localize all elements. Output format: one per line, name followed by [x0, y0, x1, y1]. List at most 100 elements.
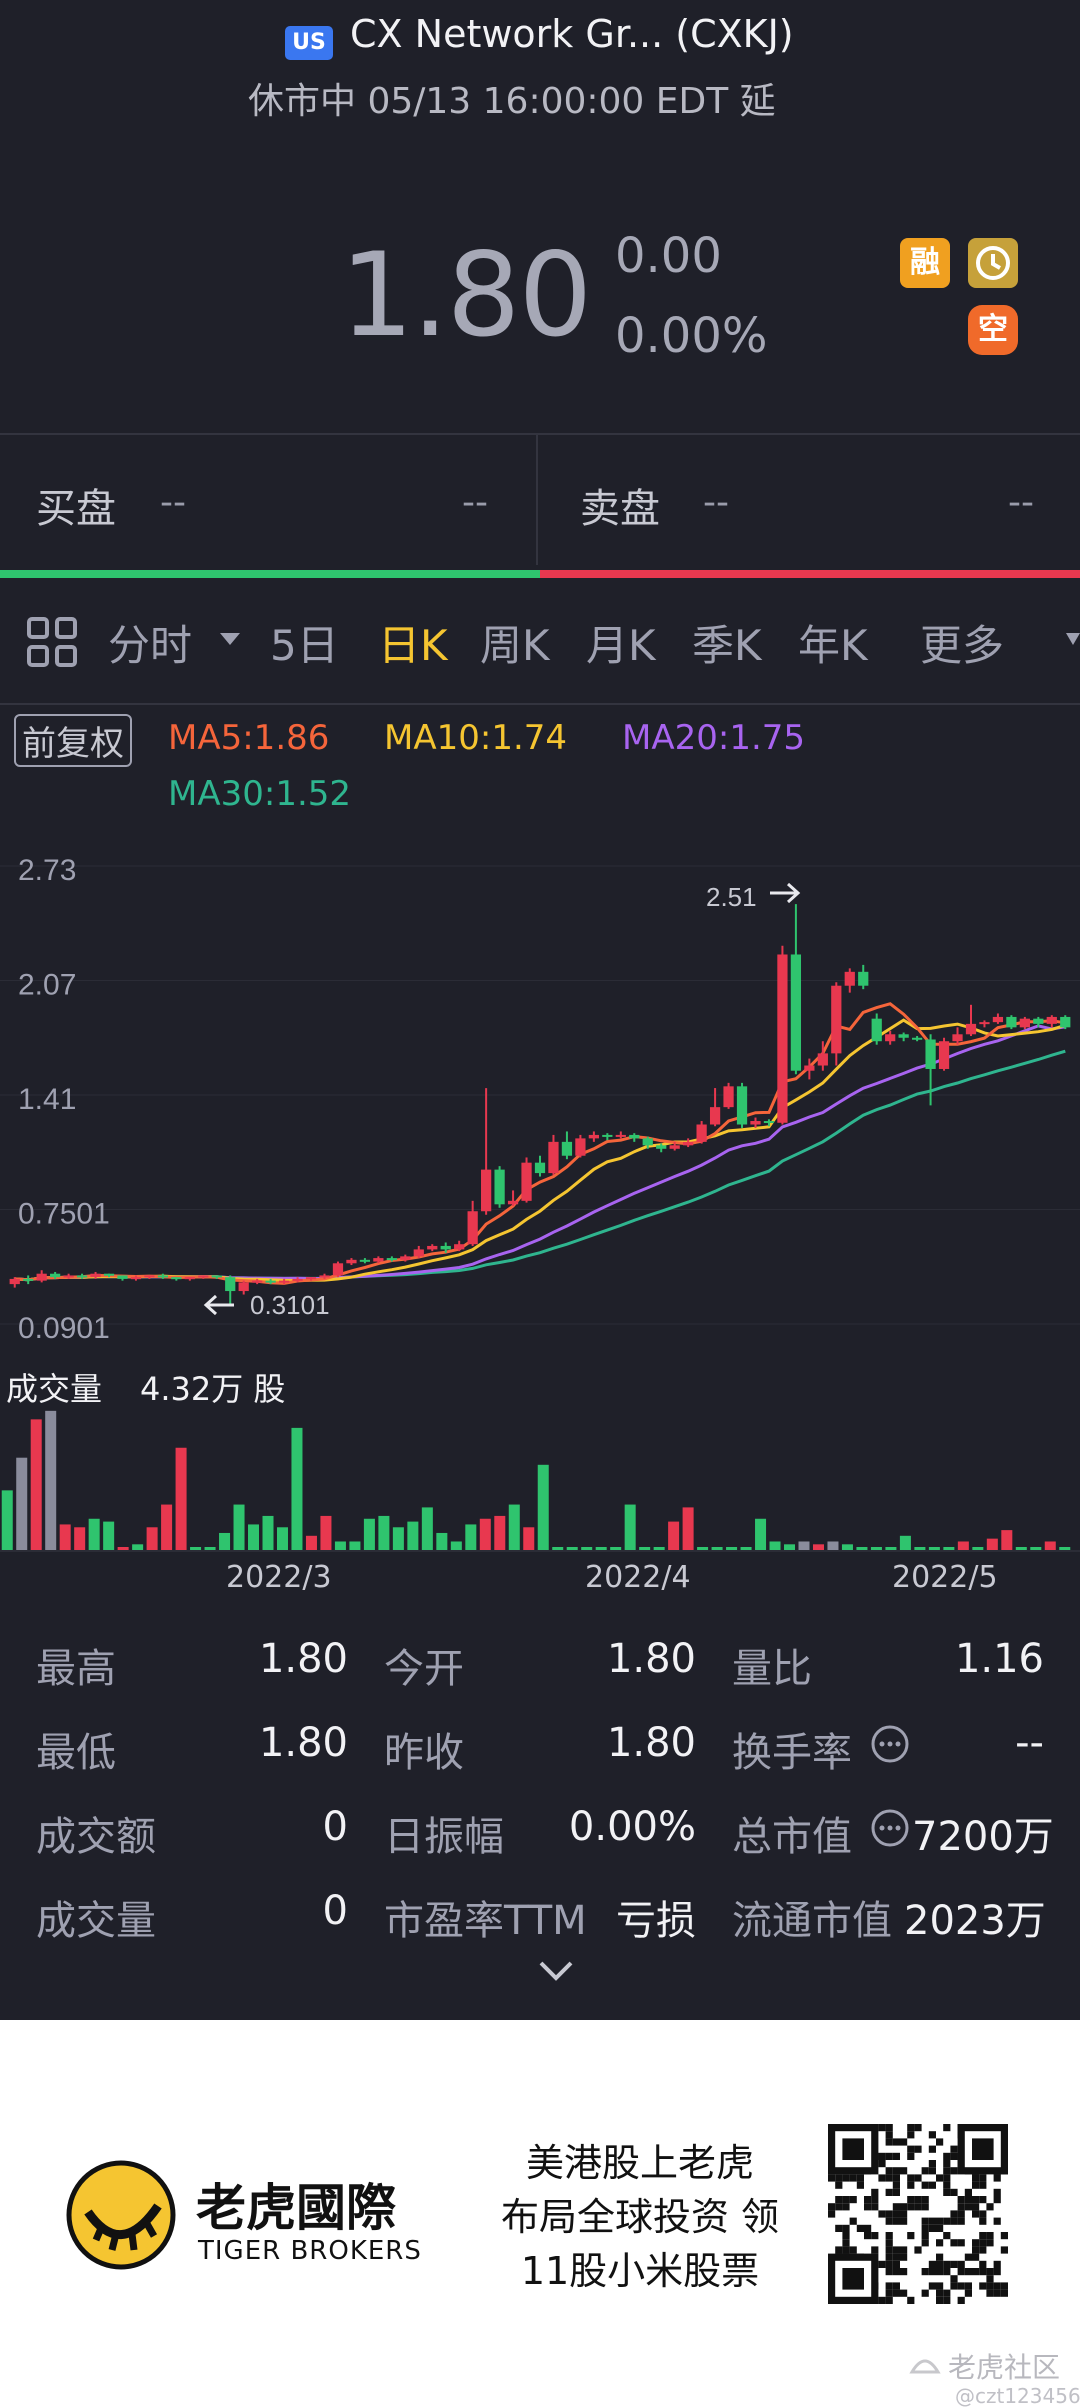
volume-bar [1030, 1547, 1042, 1550]
volume-bar [407, 1521, 419, 1550]
volume-bar [117, 1547, 129, 1550]
candle [736, 1082, 748, 1128]
candle [36, 1270, 47, 1283]
divider [0, 433, 1080, 435]
volume-bar [653, 1547, 665, 1550]
volume-bar [262, 1515, 274, 1550]
stock-title[interactable]: CX Network Gr... (CXKJ) [350, 12, 794, 56]
volume-bar [798, 1541, 810, 1550]
tab-year-k[interactable]: 年K [798, 621, 868, 670]
volume-bar [465, 1524, 477, 1550]
tab-more[interactable]: 更多 [920, 621, 1005, 670]
ma5-label: MA5:1.86 [168, 718, 330, 758]
tab-day-k[interactable]: 日K [378, 621, 448, 670]
candle [373, 1256, 384, 1264]
volume-bar [276, 1527, 288, 1550]
tab-5day[interactable]: 5日 [270, 621, 339, 670]
ma20-line [14, 1024, 1066, 1282]
candle [332, 1261, 344, 1278]
volume-bar [494, 1515, 506, 1550]
stat-label: 总市值 [732, 1814, 852, 1860]
volume-bar [682, 1507, 694, 1550]
arrow-left-icon [203, 1294, 234, 1316]
volume-bar [508, 1504, 520, 1550]
price-change-pct: 0.00% [615, 308, 768, 364]
tab-month-k[interactable]: 月K [586, 621, 656, 670]
candle [938, 1037, 950, 1071]
candle [76, 1273, 88, 1279]
watermark-user: @czt123456 [955, 2384, 1080, 2408]
stat-value: 1.80 [258, 1720, 348, 1766]
volume-bar [957, 1541, 969, 1550]
market-status: 休市中 05/13 16:00:00 EDT 延 [248, 81, 776, 122]
short-tag[interactable]: 空 [968, 305, 1018, 355]
qr-code-icon[interactable] [828, 2124, 1008, 2304]
volume-bar [740, 1547, 752, 1550]
volume-bar [755, 1518, 767, 1550]
info-icon[interactable] [870, 1808, 910, 1852]
candle [171, 1277, 182, 1281]
volume-bar [291, 1427, 303, 1550]
volume-bar [1059, 1547, 1071, 1550]
chevron-down-icon[interactable] [1066, 632, 1080, 651]
volume-bar [668, 1521, 680, 1550]
candle [211, 1275, 222, 1279]
tab-week-k[interactable]: 周K [480, 621, 550, 670]
stat-label: 流通市值 [732, 1898, 892, 1944]
candle [481, 1088, 492, 1215]
volume-bar [363, 1518, 375, 1550]
candlestick-chart[interactable]: 2.73 2.07 1.41 0.7501 0.0901 2.51 0.3101 [0, 840, 1080, 1410]
expand-chevron-icon[interactable] [538, 1960, 574, 1986]
candle [9, 1277, 20, 1288]
candle [454, 1240, 465, 1252]
stat-label: 最高 [36, 1646, 116, 1692]
candle [1033, 1016, 1044, 1028]
volume-bar [610, 1547, 622, 1550]
x-tick-label: 2022/4 [585, 1560, 691, 1595]
promo-banner[interactable]: 老虎國際 TIGER BROKERS 美港股上老虎 布局全球投资 领 11股小米… [0, 2020, 1080, 2408]
buy-size: -- [462, 482, 488, 523]
volume-bar [1, 1490, 13, 1550]
candle [305, 1277, 317, 1281]
volume-chart[interactable] [0, 1400, 1080, 1560]
volume-bar [552, 1547, 564, 1550]
volume-bar [161, 1504, 173, 1550]
candle [1006, 1015, 1017, 1030]
stat-label: 最低 [36, 1730, 116, 1776]
chevron-down-icon[interactable] [220, 632, 240, 651]
quote-header: US CX Network Gr... (CXKJ) 休市中 05/13 16:… [0, 0, 1080, 435]
tab-intraday[interactable]: 分时 [108, 621, 193, 670]
watermark-text: 老虎社区 [948, 2351, 1061, 2384]
candle [885, 1030, 896, 1045]
volume-bar [479, 1518, 491, 1550]
x-tick-label: 2022/5 [892, 1560, 998, 1595]
buy-price: -- [160, 482, 186, 523]
volume-bar [16, 1457, 28, 1550]
stat-value: 1.80 [606, 1636, 696, 1682]
x-tick-label: 2022/3 [226, 1560, 332, 1595]
grid-menu-icon[interactable] [26, 616, 78, 672]
market-badge: US [285, 26, 333, 60]
volume-bar [219, 1532, 231, 1550]
volume-bar [566, 1547, 578, 1550]
candle [90, 1271, 101, 1279]
volume-bar [899, 1535, 911, 1550]
margin-tag[interactable]: 融 [900, 238, 950, 288]
ma30-label: MA30:1.52 [168, 774, 352, 814]
candle [858, 964, 869, 990]
tab-season-k[interactable]: 季K [692, 621, 762, 670]
volume-bar [233, 1504, 245, 1550]
candle [763, 1119, 775, 1127]
candle [925, 1034, 936, 1106]
sell-size: -- [1008, 482, 1034, 523]
volume-bar [88, 1518, 100, 1550]
history-icon[interactable] [968, 238, 1018, 288]
candle [413, 1245, 424, 1259]
adjust-toggle[interactable]: 前复权 [14, 714, 132, 767]
candle [979, 1020, 990, 1028]
volume-bar [972, 1547, 984, 1550]
info-icon[interactable] [870, 1724, 910, 1768]
volume-bar [103, 1521, 115, 1550]
candle [494, 1166, 505, 1208]
ma10-label: MA10:1.74 [384, 718, 568, 758]
